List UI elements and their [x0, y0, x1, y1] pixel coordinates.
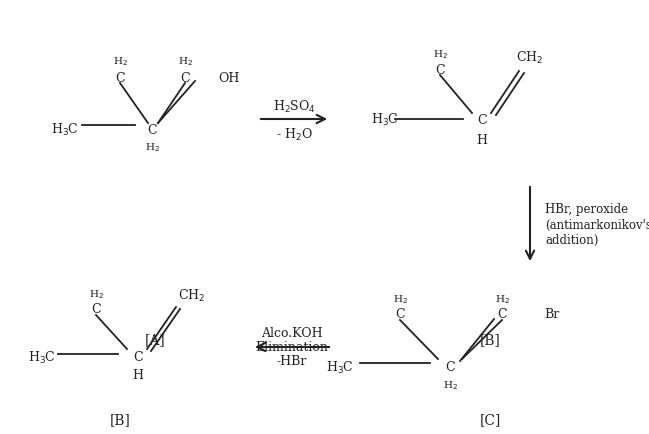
Text: [B]: [B]	[110, 412, 130, 426]
Text: [C]: [C]	[480, 412, 500, 426]
Text: Br: Br	[544, 308, 559, 321]
Text: H$_2$: H$_2$	[112, 56, 127, 68]
Text: H$_3$C: H$_3$C	[371, 112, 399, 128]
Text: C: C	[445, 361, 455, 374]
Text: H$_3$C: H$_3$C	[51, 122, 79, 138]
Text: H$_3$C: H$_3$C	[28, 349, 56, 365]
Text: C: C	[180, 71, 190, 84]
Text: H: H	[476, 133, 487, 146]
Text: C: C	[115, 71, 125, 84]
Text: H$_3$C: H$_3$C	[326, 359, 354, 375]
Text: CH$_2$: CH$_2$	[178, 287, 206, 303]
Text: H$_2$: H$_2$	[178, 56, 193, 68]
Text: H$_2$SO$_4$: H$_2$SO$_4$	[273, 99, 315, 115]
Text: Elimination: Elimination	[256, 341, 328, 354]
Text: C: C	[395, 308, 405, 321]
Text: C: C	[147, 123, 157, 136]
Text: C: C	[92, 303, 101, 316]
Text: H: H	[132, 368, 143, 381]
Text: C: C	[133, 351, 143, 364]
Text: C: C	[435, 63, 445, 76]
Text: H$_2$: H$_2$	[443, 379, 458, 391]
Text: H$_2$: H$_2$	[432, 49, 448, 61]
Text: [B]: [B]	[480, 332, 500, 346]
Text: H$_2$: H$_2$	[495, 293, 509, 306]
Text: H$_2$: H$_2$	[393, 293, 408, 306]
Text: C: C	[497, 308, 507, 321]
Text: -HBr: -HBr	[277, 355, 307, 368]
Text: C: C	[477, 113, 487, 126]
Text: OH: OH	[218, 71, 239, 84]
Text: Alco.KOH: Alco.KOH	[261, 327, 323, 340]
Text: H$_2$: H$_2$	[88, 288, 103, 301]
Text: CH$_2$: CH$_2$	[517, 50, 544, 66]
Text: [A]: [A]	[145, 332, 165, 346]
Text: HBr, peroxide
(antimarkonikov's
addition): HBr, peroxide (antimarkonikov's addition…	[545, 203, 649, 246]
Text: - H$_2$O: - H$_2$O	[276, 127, 312, 143]
Text: H$_2$: H$_2$	[145, 141, 160, 154]
